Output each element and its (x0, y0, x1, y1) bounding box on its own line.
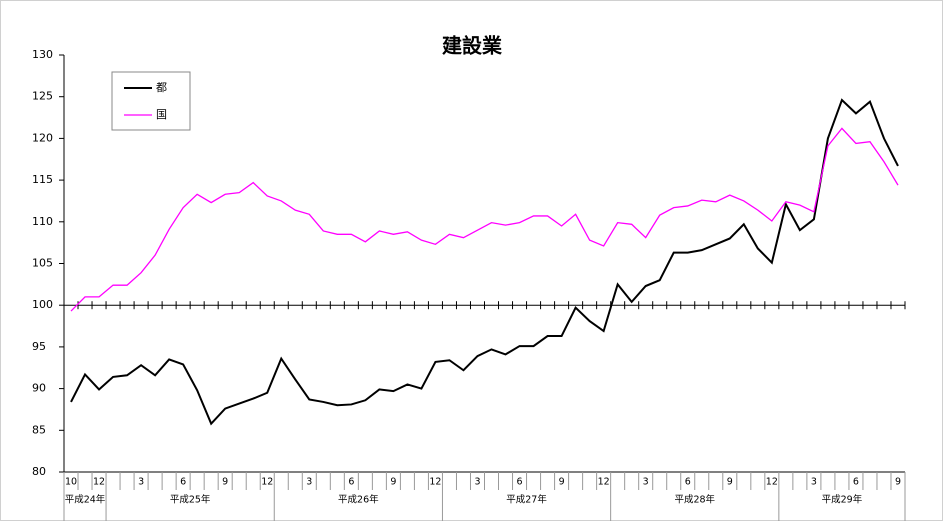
y-tick-label: 110 (32, 215, 53, 228)
y-tick-label: 120 (32, 131, 53, 144)
series-line (70, 98, 899, 426)
year-label: 平成29年 (822, 494, 863, 506)
legend-label: 都 (156, 81, 167, 94)
x-tick-label: 12 (766, 477, 778, 488)
chart-title: 建設業 (442, 34, 503, 58)
y-tick-label: 125 (32, 90, 53, 103)
x-tick-label: 9 (390, 477, 396, 488)
x-tick-label: 10 (65, 477, 77, 488)
x-tick-label: 6 (348, 477, 354, 488)
x-tick-label: 12 (93, 477, 105, 488)
y-tick-label: 95 (32, 340, 46, 353)
x-tick-label: 3 (474, 477, 480, 488)
x-tick-label: 3 (138, 477, 144, 488)
year-label: 平成25年 (170, 494, 211, 506)
x-tick-label: 6 (853, 477, 859, 488)
legend-label: 国 (156, 108, 167, 121)
x-tick-label: 3 (811, 477, 817, 488)
year-label: 平成26年 (338, 494, 379, 506)
year-label: 平成24年 (65, 494, 106, 506)
x-tick-label: 9 (559, 477, 565, 488)
series-line (70, 127, 899, 312)
y-tick-label: 90 (32, 382, 46, 395)
x-tick-label: 12 (598, 477, 610, 488)
y-tick-label: 100 (32, 298, 53, 311)
x-tick-label: 9 (222, 477, 228, 488)
x-tick-label: 3 (643, 477, 649, 488)
year-label: 平成27年 (506, 494, 547, 506)
legend-box (111, 71, 191, 131)
x-tick-label: 6 (685, 477, 691, 488)
x-tick-label: 9 (727, 477, 733, 488)
year-label: 平成28年 (674, 494, 715, 506)
y-tick-label: 115 (32, 173, 53, 186)
x-tick-label: 6 (517, 477, 523, 488)
y-tick-label: 105 (32, 257, 53, 270)
y-tick-label: 80 (32, 465, 46, 478)
x-tick-label: 3 (306, 477, 312, 488)
x-tick-label: 12 (429, 477, 441, 488)
x-tick-label: 12 (261, 477, 273, 488)
y-tick-label: 85 (32, 423, 46, 436)
y-tick-label: 130 (32, 48, 53, 61)
x-tick-label: 9 (895, 477, 901, 488)
x-tick-label: 6 (180, 477, 186, 488)
